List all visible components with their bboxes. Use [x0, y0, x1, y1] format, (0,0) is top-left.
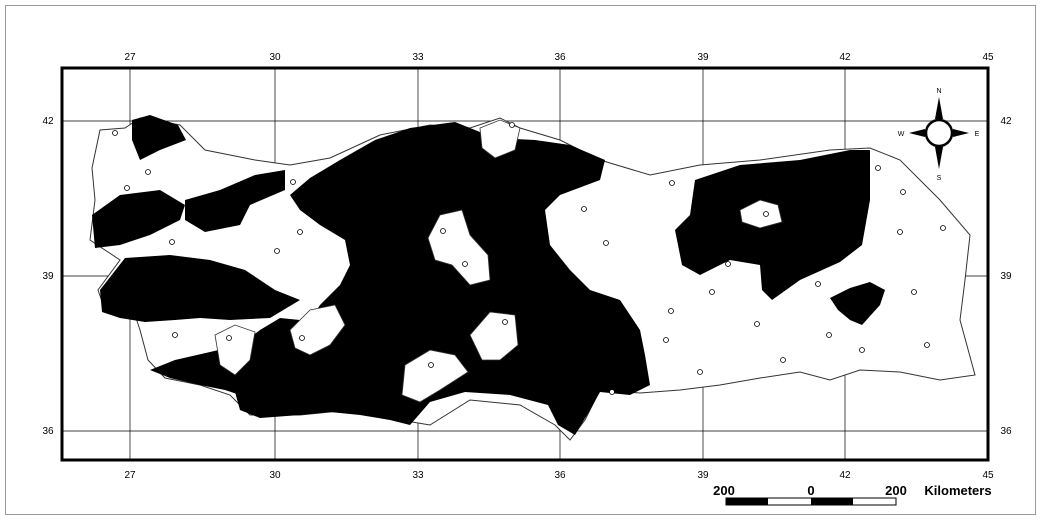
lon-label-bottom: 42 — [839, 470, 851, 481]
compass-south-label: S — [937, 175, 942, 182]
latitude-labels-left: 42 39 36 — [42, 116, 54, 437]
latitude-labels-right: 42 39 36 — [1000, 116, 1012, 437]
lon-label-top: 39 — [697, 52, 709, 63]
lon-label-top: 27 — [124, 52, 136, 63]
lat-label-left: 39 — [42, 271, 54, 282]
lon-label-top: 30 — [269, 52, 281, 63]
longitude-labels-bottom: 27 30 33 36 39 42 45 — [124, 470, 994, 481]
province-region-aegean — [100, 255, 300, 322]
map-frame — [5, 5, 1036, 515]
scale-label-right: 200 — [885, 483, 907, 498]
lat-label-left: 42 — [42, 116, 54, 127]
scale-label-left: 200 — [713, 483, 735, 498]
scale-unit-label: Kilometers — [924, 483, 991, 498]
compass-north-label: N — [936, 88, 941, 95]
lon-label-bottom: 45 — [982, 470, 994, 481]
lat-label-right: 36 — [1000, 426, 1012, 437]
lon-label-bottom: 27 — [124, 470, 136, 481]
scale-bar: 200 0 200 Kilometers — [713, 483, 992, 506]
lon-label-top: 33 — [412, 52, 424, 63]
province-region-marmara-west — [92, 190, 185, 248]
compass-east-label: E — [975, 131, 980, 138]
province-region-thrace — [132, 115, 186, 160]
compass-west-label: W — [898, 131, 905, 138]
lon-label-top: 36 — [554, 52, 566, 63]
lat-label-right: 39 — [1000, 271, 1012, 282]
lon-label-bottom: 30 — [269, 470, 281, 481]
province-region-marmara-east — [185, 170, 285, 232]
lon-label-bottom: 33 — [412, 470, 424, 481]
map-border — [60, 66, 990, 462]
lon-label-top: 42 — [839, 52, 851, 63]
lon-label-bottom: 36 — [554, 470, 566, 481]
province-markers — [112, 122, 946, 395]
province-region-east — [830, 282, 885, 325]
lat-label-left: 36 — [42, 426, 54, 437]
lon-label-top: 45 — [982, 52, 994, 63]
lat-label-right: 42 — [1000, 116, 1012, 127]
compass-rose-icon: N S E W — [898, 88, 980, 182]
province-region-central — [235, 122, 650, 435]
occupied-provinces — [92, 115, 885, 435]
longitude-labels-top: 27 30 33 36 39 42 45 — [124, 52, 994, 63]
scale-label-zero: 0 — [807, 483, 814, 498]
lon-label-bottom: 39 — [697, 470, 709, 481]
